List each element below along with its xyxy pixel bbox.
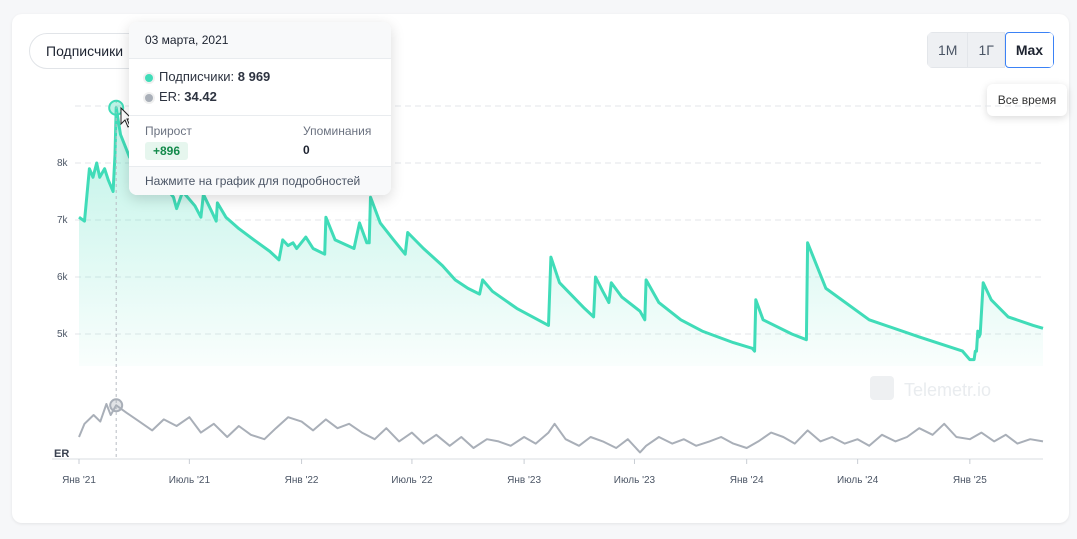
x-tick-label: Янв '25: [953, 475, 987, 486]
x-tick-label: Июль '22: [391, 475, 433, 486]
subscribers-dot-icon: [145, 73, 153, 82]
tooltip-date: 03 марта, 2021: [129, 22, 391, 59]
tooltip-growth-label: Прирост: [145, 124, 192, 138]
hover-point-subscribers: [108, 99, 125, 116]
tooltip-subscribers-row: Подписчики: 8 969: [145, 69, 270, 84]
y-tick-label: 8k: [57, 158, 69, 169]
tooltip-er-row: ER: 34.42: [145, 89, 217, 104]
tooltip-er-value: 34.42: [184, 89, 217, 104]
range-tooltip: Все время: [987, 84, 1067, 116]
range-selector: 1M 1Г Max: [927, 32, 1055, 68]
range-button-1m[interactable]: 1M: [927, 32, 969, 68]
watermark-text: Telemetr.io: [904, 380, 991, 400]
x-axis: Янв '21 Июль '21 Янв '22 Июль '22 Янв '23 Июл…: [62, 459, 987, 486]
tooltip-mentions-value: 0: [303, 143, 310, 157]
tooltip-subscribers-label: Подписчики:: [159, 69, 235, 84]
er-axis-label: ER: [54, 448, 69, 460]
x-tick-label: Июль '23: [614, 475, 656, 486]
y-tick-label: 5k: [57, 329, 69, 340]
x-tick-label: Янв '23: [507, 475, 541, 486]
x-tick-label: Янв '24: [730, 475, 764, 486]
x-tick-label: Янв '22: [285, 475, 319, 486]
tooltip-mentions-label: Упоминания: [303, 124, 372, 138]
x-tick-label: Янв '21: [62, 475, 96, 486]
tooltip-footer: Нажмите на график для подробностей: [129, 166, 391, 195]
x-tick-label: Июль '21: [169, 475, 211, 486]
er-line: [78, 403, 1044, 454]
tooltip-divider: [129, 115, 391, 116]
hover-point-er: [109, 398, 124, 413]
x-tick-label: Июль '24: [837, 475, 879, 486]
watermark: Telemetr.io: [870, 376, 991, 400]
subscribers-area: [79, 107, 1043, 367]
range-button-1y[interactable]: 1Г: [968, 32, 1005, 68]
subscribers-line: [78, 106, 1044, 362]
data-tooltip: 03 марта, 2021 Подписчики: 8 969 ER: 34.…: [129, 22, 391, 195]
er-dot-icon: [145, 93, 153, 102]
y-tick-label: 7k: [57, 215, 69, 226]
y-tick-label: 6k: [57, 272, 69, 283]
range-button-max[interactable]: Max: [1004, 32, 1055, 68]
tooltip-growth-badge: +896: [145, 142, 189, 160]
tooltip-er-label: ER:: [159, 89, 181, 104]
tooltip-subscribers-value: 8 969: [237, 69, 271, 84]
y-axis: 5k 6k 7k 8k: [57, 158, 69, 340]
